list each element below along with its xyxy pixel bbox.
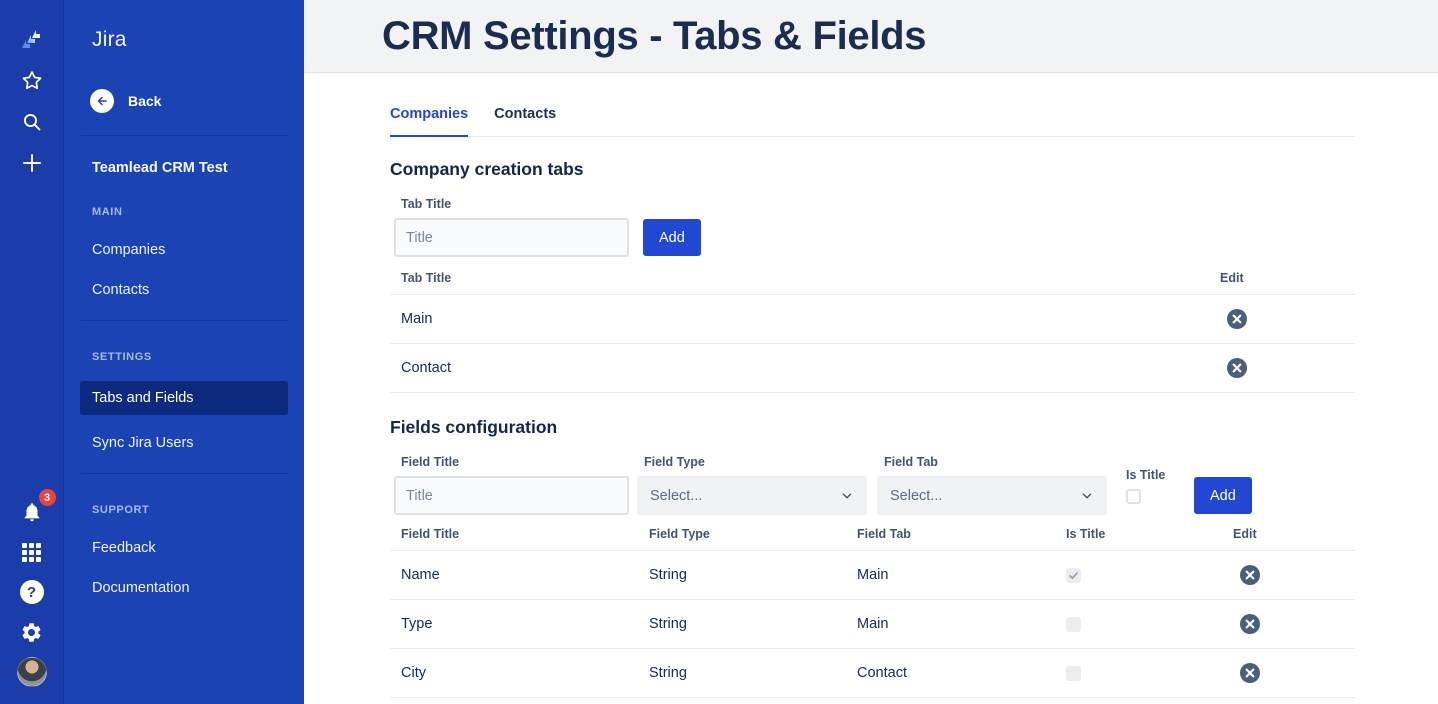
- tab-title-label: Tab Title: [401, 197, 452, 211]
- close-icon: [1245, 668, 1255, 678]
- sidebar-item-feedback[interactable]: Feedback: [92, 540, 156, 556]
- back-button[interactable]: Back: [90, 89, 304, 113]
- is-title-label: Is Title: [1126, 468, 1166, 482]
- sidebar-item-sync-jira-users[interactable]: Sync Jira Users: [92, 435, 194, 451]
- checkmark-icon: [1069, 571, 1078, 579]
- table-row: Type String Main: [390, 600, 1355, 649]
- divider: [81, 473, 288, 474]
- main-content: CRM Settings - Tabs & Fields Companies C…: [304, 0, 1438, 704]
- sidebar: Jira Back Teamlead CRM Test MAIN Compani…: [64, 0, 304, 704]
- tab-bar: Companies Contacts: [390, 106, 1355, 137]
- table-header: Field Title Field Type Field Tab Is Titl…: [390, 527, 1355, 551]
- jira-logo-icon[interactable]: [16, 24, 48, 56]
- notifications-bell-icon[interactable]: 3: [16, 489, 56, 528]
- project-title: Teamlead CRM Test: [92, 160, 228, 176]
- field-tab-select[interactable]: Select...: [877, 476, 1107, 515]
- page-header: CRM Settings - Tabs & Fields: [304, 0, 1438, 73]
- field-type-cell: String: [649, 665, 687, 681]
- column-header-is-title: Is Title: [1066, 527, 1106, 541]
- field-title-cell: City: [401, 665, 426, 681]
- icon-rail: 3 ?: [0, 0, 64, 704]
- chevron-down-icon: [1082, 493, 1092, 498]
- close-icon: [1245, 570, 1255, 580]
- field-type-select[interactable]: Select...: [637, 476, 867, 515]
- table-row: Name String Main: [390, 551, 1355, 600]
- sidebar-item-contacts[interactable]: Contacts: [92, 282, 150, 298]
- sidebar-item-companies[interactable]: Companies: [92, 242, 166, 258]
- delete-tab-button[interactable]: [1227, 358, 1247, 378]
- tab-companies[interactable]: Companies: [390, 106, 469, 137]
- tab-title-cell: Contact: [401, 360, 451, 376]
- is-title-checkbox[interactable]: [1126, 489, 1141, 504]
- table-row: Contact: [390, 344, 1355, 393]
- delete-field-button[interactable]: [1240, 565, 1260, 585]
- column-header-tab-title: Tab Title: [401, 271, 452, 285]
- company-creation-tabs-heading: Company creation tabs: [390, 159, 584, 179]
- app-switcher-grid-icon[interactable]: [16, 536, 48, 568]
- back-label: Back: [128, 93, 162, 109]
- field-title-cell: Type: [401, 616, 433, 632]
- sidebar-item-documentation[interactable]: Documentation: [92, 580, 190, 596]
- field-tab-cell: Main: [857, 567, 889, 583]
- table-header: Tab Title Edit: [390, 271, 1355, 295]
- field-title-input[interactable]: [394, 476, 629, 515]
- sidebar-item-tabs-and-fields[interactable]: Tabs and Fields: [80, 381, 288, 415]
- company-tab-form: Tab Title Add: [390, 197, 1355, 257]
- delete-field-button[interactable]: [1240, 663, 1260, 683]
- table-row: Main: [390, 295, 1355, 344]
- tab-title-input[interactable]: [394, 218, 629, 257]
- field-type-label: Field Type: [644, 455, 705, 469]
- close-icon: [1245, 619, 1255, 629]
- help-icon[interactable]: ?: [16, 576, 48, 608]
- notification-badge: 3: [38, 489, 56, 506]
- tab-title-cell: Main: [401, 311, 433, 327]
- fields-table: Field Title Field Type Field Tab Is Titl…: [390, 527, 1355, 698]
- favorites-star-icon[interactable]: [16, 65, 48, 97]
- divider: [81, 135, 288, 136]
- column-header-field-type: Field Type: [649, 527, 710, 541]
- section-label-support: SUPPORT: [92, 504, 150, 516]
- search-icon[interactable]: [16, 106, 48, 138]
- is-title-checkbox-readonly: [1066, 616, 1081, 632]
- chevron-down-icon: [842, 493, 852, 498]
- is-title-checkbox-readonly: [1066, 567, 1081, 583]
- column-header-field-title: Field Title: [401, 527, 460, 541]
- company-tabs-table: Tab Title Edit Main Contact: [390, 271, 1355, 393]
- app-title: Jira: [92, 28, 127, 51]
- field-title-cell: Name: [401, 567, 440, 583]
- fields-configuration-heading: Fields configuration: [390, 417, 558, 437]
- delete-tab-button[interactable]: [1227, 309, 1247, 329]
- field-tab-cell: Main: [857, 616, 889, 632]
- arrow-left-icon: [90, 89, 114, 113]
- is-title-checkbox-readonly: [1066, 665, 1081, 681]
- column-header-edit: Edit: [1220, 271, 1244, 285]
- create-plus-icon[interactable]: [16, 147, 48, 179]
- add-field-button[interactable]: Add: [1194, 477, 1252, 514]
- section-label-settings: SETTINGS: [92, 351, 152, 363]
- divider: [81, 320, 288, 321]
- field-form: Field Title Field Type Select... Field T…: [390, 455, 1355, 515]
- user-avatar[interactable]: [16, 656, 48, 688]
- delete-field-button[interactable]: [1240, 614, 1260, 634]
- add-tab-button[interactable]: Add: [643, 219, 701, 256]
- field-type-cell: String: [649, 616, 687, 632]
- close-icon: [1232, 363, 1242, 373]
- field-tab-cell: Contact: [857, 665, 907, 681]
- column-header-edit: Edit: [1233, 527, 1257, 541]
- close-icon: [1232, 314, 1242, 324]
- settings-gear-icon[interactable]: [16, 616, 48, 648]
- section-label-main: MAIN: [92, 206, 123, 218]
- field-title-label: Field Title: [401, 455, 460, 469]
- tab-contacts[interactable]: Contacts: [494, 106, 557, 122]
- table-row: City String Contact: [390, 649, 1355, 698]
- column-header-field-tab: Field Tab: [857, 527, 911, 541]
- field-tab-label: Field Tab: [884, 455, 938, 469]
- field-type-cell: String: [649, 567, 687, 583]
- page-title: CRM Settings - Tabs & Fields: [382, 13, 927, 58]
